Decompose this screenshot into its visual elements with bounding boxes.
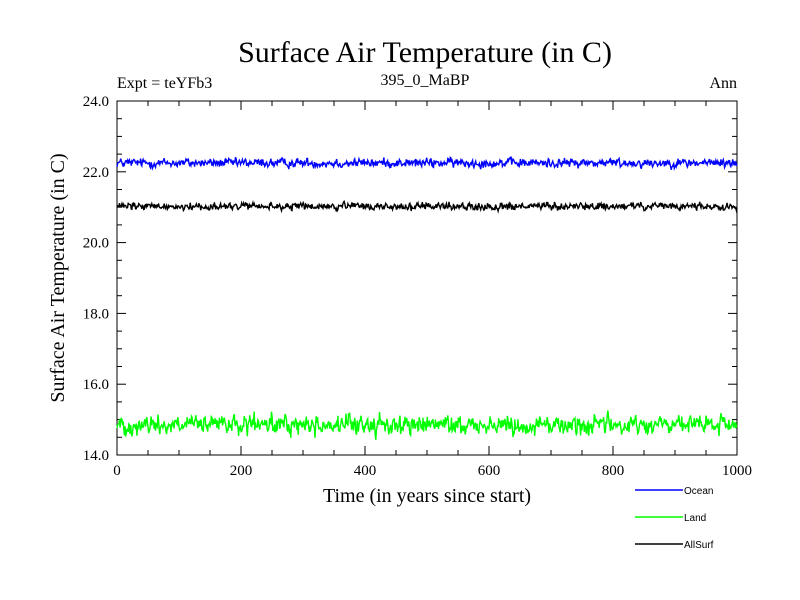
- legend: Ocean Land AllSurf: [635, 486, 714, 551]
- legend-label-allsurf: AllSurf: [684, 540, 714, 551]
- x-tick-label: 800: [602, 463, 625, 479]
- x-tick-label: 600: [478, 463, 501, 479]
- plot-frame: [116, 100, 738, 456]
- y-axis-label: Surface Air Temperature (in C): [47, 153, 69, 402]
- series-line-allsurf: [116, 199, 738, 214]
- experiment-label: Expt = teYFb3: [117, 75, 212, 92]
- y-tick-label: 14.0: [83, 448, 109, 464]
- x-tick-label: 400: [354, 463, 377, 479]
- chart-title: Surface Air Temperature (in C): [238, 36, 612, 69]
- x-tick-label: 200: [230, 463, 253, 479]
- series-line-ocean: [116, 156, 738, 172]
- series-line-land: [116, 410, 738, 440]
- y-tick-label: 16.0: [83, 377, 109, 393]
- series-lines: [116, 156, 738, 440]
- y-tick-label: 24.0: [83, 94, 109, 110]
- legend-label-ocean: Ocean: [684, 486, 713, 497]
- x-tick-label: 0: [113, 463, 121, 479]
- x-axis-ticks: 0 200 400 600 800 1000: [113, 101, 752, 479]
- legend-label-land: Land: [684, 513, 706, 524]
- y-tick-label: 22.0: [83, 165, 109, 181]
- y-tick-label: 20.0: [83, 236, 109, 252]
- y-axis-ticks: 14.0 16.0 18.0 20.0 22.0 24.0: [83, 94, 737, 464]
- y-tick-label: 18.0: [83, 306, 109, 322]
- season-label: Ann: [709, 75, 737, 92]
- period-label: 395_0_MaBP: [381, 72, 470, 89]
- x-tick-label: 1000: [722, 463, 752, 479]
- x-axis-label: Time (in years since start): [323, 485, 531, 507]
